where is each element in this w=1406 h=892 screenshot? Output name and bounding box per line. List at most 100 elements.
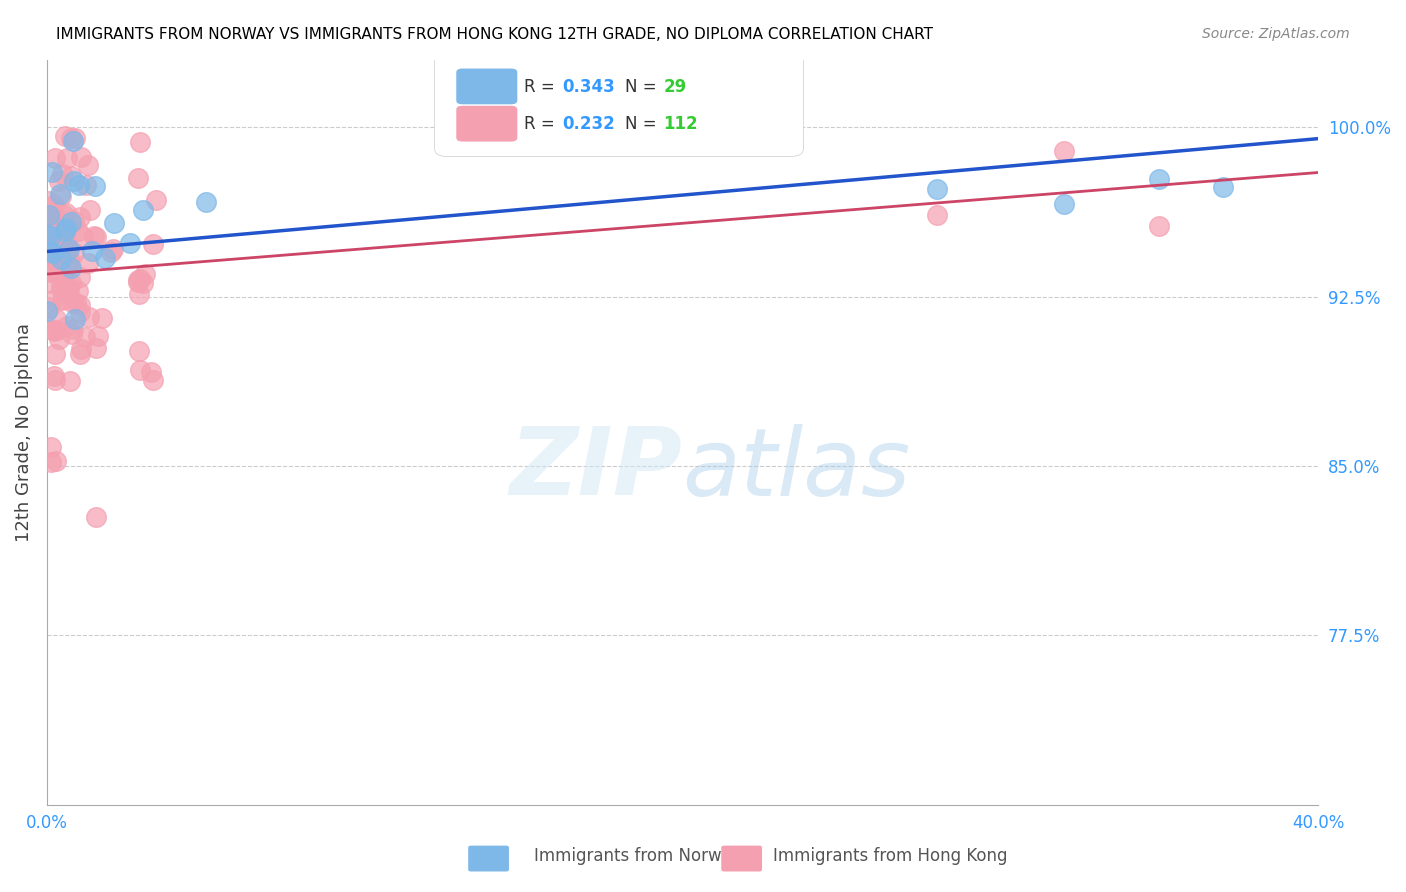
Point	[75, 178, 97, 192]
Point	[59, 169, 82, 183]
Text: IMMIGRANTS FROM NORWAY VS IMMIGRANTS FROM HONG KONG 12TH GRADE, NO DIPLOMA CORRE: IMMIGRANTS FROM NORWAY VS IMMIGRANTS FRO…	[56, 27, 934, 42]
Point	[145, 193, 167, 207]
Point	[63, 311, 86, 326]
Text: Source: ZipAtlas.com: Source: ZipAtlas.com	[1202, 27, 1350, 41]
Point	[90, 310, 112, 325]
Point	[194, 194, 217, 209]
Text: 29: 29	[664, 78, 686, 96]
Text: 0.343: 0.343	[562, 78, 614, 96]
Point	[51, 218, 73, 232]
Point	[69, 210, 91, 224]
Point	[41, 293, 63, 307]
Point	[55, 205, 77, 219]
Point	[925, 182, 948, 196]
Point	[52, 208, 75, 222]
Point	[46, 212, 69, 227]
Point	[60, 215, 83, 229]
Point	[56, 240, 79, 254]
Point	[38, 208, 60, 222]
Point	[139, 365, 162, 379]
Point	[37, 231, 59, 245]
Point	[42, 198, 65, 212]
Point	[45, 312, 67, 326]
Point	[39, 208, 62, 222]
Point	[51, 167, 73, 181]
Point	[65, 296, 87, 310]
Point	[1149, 171, 1171, 186]
Text: R =: R =	[523, 115, 560, 134]
Text: N =: N =	[626, 78, 662, 96]
Point	[60, 326, 83, 341]
Point	[42, 223, 65, 237]
Point	[49, 252, 72, 266]
Point	[66, 284, 89, 298]
Text: Immigrants from Hong Kong: Immigrants from Hong Kong	[773, 847, 1008, 865]
Point	[63, 131, 86, 145]
Point	[53, 224, 76, 238]
Point	[55, 221, 77, 235]
Point	[44, 248, 66, 262]
Point	[76, 255, 98, 269]
Point	[51, 278, 73, 293]
Point	[925, 208, 948, 222]
Point	[58, 243, 80, 257]
Point	[60, 277, 83, 291]
Point	[38, 217, 60, 231]
Point	[51, 293, 73, 307]
Point	[42, 231, 65, 245]
Point	[72, 230, 94, 244]
Point	[58, 280, 80, 294]
Point	[82, 244, 104, 258]
Point	[59, 252, 82, 267]
Point	[86, 230, 108, 244]
Point	[38, 277, 60, 291]
Point	[128, 363, 150, 377]
FancyBboxPatch shape	[457, 106, 517, 142]
Point	[103, 242, 125, 256]
Point	[42, 324, 65, 338]
Point	[1212, 180, 1234, 194]
Point	[1149, 219, 1171, 233]
Point	[44, 372, 66, 386]
Point	[53, 128, 76, 143]
Point	[49, 186, 72, 201]
Point	[59, 131, 82, 145]
Point	[46, 323, 69, 337]
Point	[58, 254, 80, 268]
FancyBboxPatch shape	[434, 52, 803, 156]
Text: atlas: atlas	[682, 424, 911, 515]
Point	[59, 261, 82, 276]
Point	[35, 227, 58, 242]
Point	[69, 270, 91, 285]
Point	[69, 305, 91, 319]
Point	[37, 201, 59, 215]
Point	[62, 296, 84, 310]
Point	[103, 216, 125, 230]
Y-axis label: 12th Grade, No Diploma: 12th Grade, No Diploma	[15, 323, 32, 541]
Point	[39, 264, 62, 278]
FancyBboxPatch shape	[457, 69, 517, 104]
Point	[42, 368, 65, 383]
Point	[42, 246, 65, 260]
Point	[58, 286, 80, 301]
Point	[86, 328, 108, 343]
Point	[127, 171, 149, 186]
Point	[52, 268, 75, 283]
Text: R =: R =	[523, 78, 560, 96]
Point	[56, 318, 79, 333]
Point	[67, 224, 90, 238]
Point	[142, 373, 165, 387]
Point	[39, 228, 62, 243]
Point	[142, 236, 165, 251]
Point	[37, 217, 59, 231]
Point	[38, 240, 60, 254]
Point	[49, 282, 72, 296]
Point	[77, 310, 100, 324]
Point	[62, 134, 84, 148]
Point	[42, 239, 65, 253]
Point	[53, 234, 76, 248]
Point	[48, 174, 70, 188]
Point	[128, 344, 150, 359]
Point	[44, 346, 66, 360]
Point	[1053, 144, 1076, 158]
